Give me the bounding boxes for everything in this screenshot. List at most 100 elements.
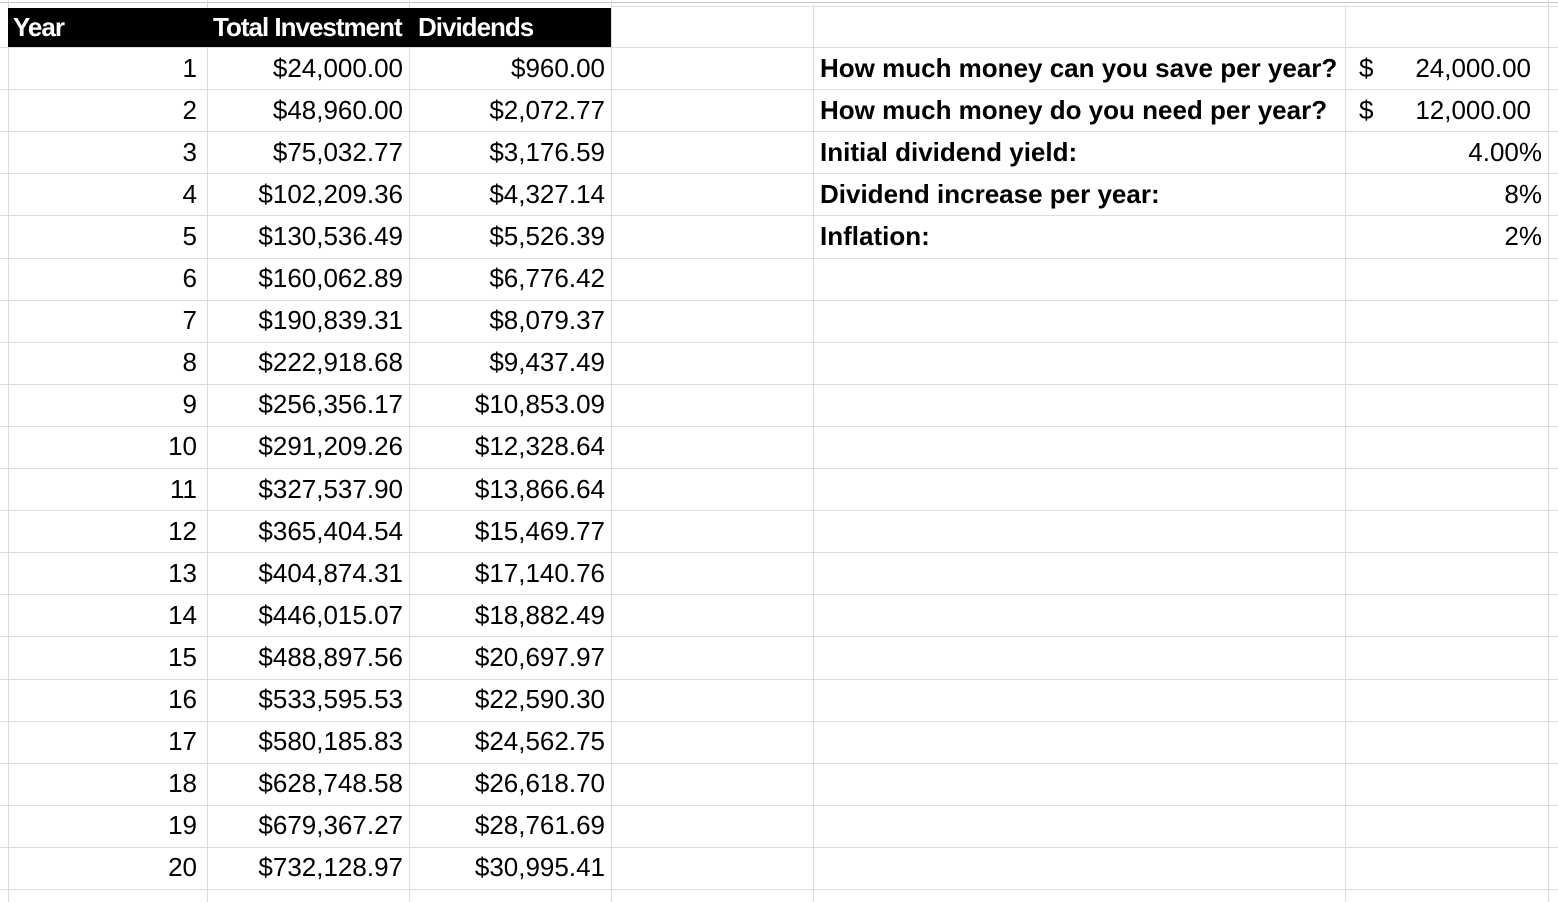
- gridline: [0, 510, 1558, 512]
- year-cell[interactable]: 20: [168, 852, 197, 883]
- dividends-cell[interactable]: $17,140.76: [474, 557, 605, 588]
- value-text: 4.00%: [1468, 136, 1542, 167]
- question-cell[interactable]: How much money can you save per year?: [820, 52, 1338, 83]
- header-year-cell[interactable]: Year: [13, 12, 65, 42]
- dividends-cell[interactable]: $24,562.75: [474, 726, 605, 757]
- gridline: [8, 0, 9, 902]
- year-cell[interactable]: 5: [182, 220, 197, 251]
- question-cell[interactable]: Dividend increase per year:: [820, 178, 1160, 209]
- value-cell[interactable]: 4.00%: [1345, 131, 1548, 173]
- input-row: Inflation: 2%: [0, 215, 1558, 257]
- question-cell[interactable]: Initial dividend yield:: [820, 136, 1078, 167]
- gridline: [0, 552, 1558, 554]
- year-cell[interactable]: 7: [182, 305, 197, 336]
- total-investment-cell[interactable]: $628,748.58: [258, 768, 403, 799]
- gridline: [0, 383, 1558, 385]
- year-cell[interactable]: 3: [182, 136, 197, 167]
- dividends-cell[interactable]: $10,853.09: [474, 389, 605, 420]
- dividends-cell[interactable]: $12,328.64: [474, 431, 605, 462]
- year-cell[interactable]: 12: [168, 515, 197, 546]
- year-cell[interactable]: 19: [168, 810, 197, 841]
- year-cell[interactable]: 13: [168, 557, 197, 588]
- year-cell[interactable]: 9: [182, 389, 197, 420]
- total-investment-cell[interactable]: $222,918.68: [258, 347, 403, 378]
- total-investment-cell[interactable]: $256,356.17: [258, 389, 403, 420]
- total-investment-cell[interactable]: $446,015.07: [258, 599, 403, 630]
- year-cell[interactable]: 16: [168, 684, 197, 714]
- dividends-cell[interactable]: $26,618.70: [474, 768, 605, 799]
- dividends-cell[interactable]: $15,469.77: [474, 515, 605, 546]
- table-row: 3 $75,032.77 $3,176.59: [0, 131, 1558, 173]
- year-cell[interactable]: 17: [168, 726, 197, 757]
- total-investment-cell[interactable]: $488,897.56: [258, 641, 403, 672]
- dividends-cell[interactable]: $22,590.30: [474, 684, 605, 714]
- value-cell[interactable]: $ 12,000.00: [1345, 89, 1548, 131]
- dividends-cell[interactable]: $20,697.97: [474, 641, 605, 672]
- table-row: 1 $24,000.00 $960.00: [0, 47, 1558, 89]
- table-row: 15 $488,897.56 $20,697.97: [0, 636, 1558, 678]
- total-investment-cell[interactable]: $327,537.90: [258, 473, 403, 504]
- dividends-cell[interactable]: $13,866.64: [474, 473, 605, 504]
- gridline: [409, 0, 410, 902]
- gridline: [0, 804, 1558, 806]
- year-cell[interactable]: 4: [182, 178, 197, 209]
- value-cell[interactable]: 2%: [1345, 215, 1548, 257]
- year-cell[interactable]: 1: [182, 52, 197, 83]
- gridline: [0, 594, 1558, 596]
- year-cell[interactable]: 8: [182, 347, 197, 378]
- table-row: 2 $48,960.00 $2,072.77: [0, 89, 1558, 131]
- total-investment-cell[interactable]: $130,536.49: [258, 220, 403, 251]
- total-investment-cell[interactable]: $160,062.89: [258, 263, 403, 293]
- total-investment-cell[interactable]: $48,960.00: [272, 94, 403, 125]
- header-total-investment-cell[interactable]: Total Investment: [213, 12, 403, 42]
- total-investment-cell[interactable]: $580,185.83: [258, 726, 403, 757]
- dividends-cell[interactable]: $3,176.59: [489, 136, 605, 167]
- dividends-cell[interactable]: $960.00: [511, 52, 605, 83]
- gridline: [0, 425, 1558, 427]
- table-row: 11 $327,537.90 $13,866.64: [0, 468, 1558, 510]
- value-cell[interactable]: 8%: [1345, 173, 1548, 215]
- year-cell[interactable]: 2: [182, 94, 197, 125]
- table-row: 5 $130,536.49 $5,526.39: [0, 215, 1558, 257]
- total-investment-cell[interactable]: $732,128.97: [258, 852, 403, 883]
- value-text: 2%: [1504, 220, 1542, 251]
- value-text: 12,000.00: [1415, 94, 1531, 125]
- total-investment-cell[interactable]: $679,367.27: [258, 810, 403, 841]
- dividends-cell[interactable]: $4,327.14: [489, 178, 605, 209]
- total-investment-cell[interactable]: $533,595.53: [258, 684, 403, 714]
- year-cell[interactable]: 15: [168, 641, 197, 672]
- year-cell[interactable]: 10: [168, 431, 197, 462]
- table-header-row: Year Total Investment Dividends: [8, 8, 611, 47]
- question-cell[interactable]: Inflation:: [820, 220, 930, 251]
- total-investment-cell[interactable]: $365,404.54: [258, 515, 403, 546]
- year-cell[interactable]: 18: [168, 768, 197, 799]
- dividends-cell[interactable]: $5,526.39: [489, 220, 605, 251]
- table-row: 12 $365,404.54 $15,469.77: [0, 510, 1558, 552]
- year-cell[interactable]: 11: [170, 473, 197, 504]
- dividends-cell[interactable]: $18,882.49: [474, 599, 605, 630]
- total-investment-cell[interactable]: $24,000.00: [272, 52, 403, 83]
- total-investment-cell[interactable]: $190,839.31: [258, 305, 403, 336]
- total-investment-cell[interactable]: $404,874.31: [258, 557, 403, 588]
- dividends-cell[interactable]: $6,776.42: [489, 263, 605, 293]
- value-cell[interactable]: $ 24,000.00: [1345, 47, 1548, 89]
- dividends-cell[interactable]: $28,761.69: [474, 810, 605, 841]
- dividends-cell[interactable]: $9,437.49: [489, 347, 605, 378]
- dividends-cell[interactable]: $8,079.37: [489, 305, 605, 336]
- gridline: [0, 173, 1558, 175]
- currency-symbol: $: [1359, 52, 1374, 83]
- total-investment-cell[interactable]: $291,209.26: [258, 431, 403, 462]
- header-dividends-cell[interactable]: Dividends: [418, 12, 534, 42]
- year-cell[interactable]: 14: [168, 599, 197, 630]
- year-cell[interactable]: 6: [182, 263, 197, 293]
- total-investment-cell[interactable]: $102,209.36: [258, 178, 403, 209]
- table-row: 18 $628,748.58 $26,618.70: [0, 763, 1558, 805]
- total-investment-cell[interactable]: $75,032.77: [272, 136, 403, 167]
- question-cell[interactable]: How much money do you need per year?: [820, 94, 1328, 125]
- dividends-cell[interactable]: $2,072.77: [489, 94, 605, 125]
- dividends-cell[interactable]: $30,995.41: [474, 852, 605, 883]
- table-row: 20 $732,128.97 $30,995.41: [0, 847, 1558, 889]
